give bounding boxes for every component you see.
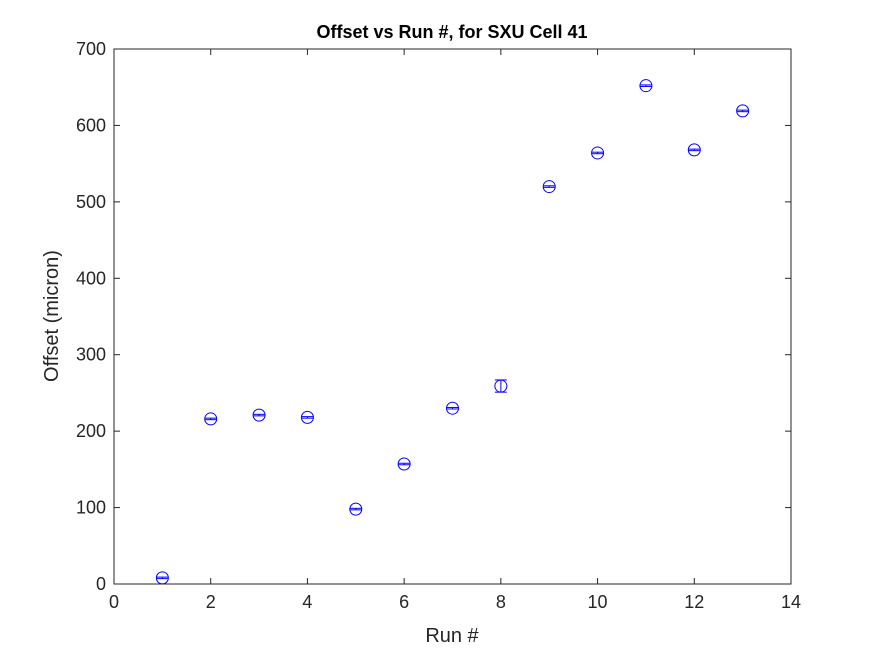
y-tick-label: 400	[76, 268, 106, 288]
y-tick-label: 600	[76, 115, 106, 135]
y-tick-label: 100	[76, 498, 106, 518]
point-marker	[204, 412, 218, 426]
point-marker	[155, 571, 169, 585]
point-marker	[300, 410, 314, 424]
x-tick-label: 2	[206, 592, 216, 612]
point-marker	[736, 104, 750, 118]
data-point	[204, 412, 218, 426]
point-marker	[542, 180, 556, 194]
data-point	[639, 79, 653, 93]
point-marker	[591, 146, 605, 160]
point-marker	[397, 457, 411, 471]
point-marker	[349, 502, 363, 516]
y-tick-label: 700	[76, 39, 106, 59]
data-point	[349, 502, 363, 516]
point-marker	[639, 79, 653, 93]
data-point	[300, 410, 314, 424]
point-marker	[446, 401, 459, 415]
data-point	[687, 143, 701, 157]
point-marker	[687, 143, 701, 157]
x-tick-label: 10	[588, 592, 608, 612]
x-tick-label: 12	[684, 592, 704, 612]
x-tick-label: 8	[496, 592, 506, 612]
x-tick-label: 0	[109, 592, 119, 612]
data-point	[494, 379, 508, 393]
x-axis-label: Run #	[425, 625, 479, 647]
chart-title: Offset vs Run #, for SXU Cell 41	[316, 22, 587, 42]
plot-area	[113, 48, 792, 585]
y-tick-label: 0	[96, 574, 106, 594]
data-point	[252, 408, 266, 422]
y-tick-label: 300	[76, 345, 106, 365]
y-tick-label: 200	[76, 421, 106, 441]
data-point	[446, 401, 459, 415]
point-marker	[252, 408, 266, 422]
data-point	[736, 104, 750, 118]
data-point	[155, 571, 169, 585]
data-point	[542, 180, 556, 194]
y-axis-label: Offset (micron)	[41, 250, 63, 382]
y-tick-label: 500	[76, 192, 106, 212]
point-marker	[494, 379, 508, 393]
x-tick-label: 6	[399, 592, 409, 612]
x-tick-label: 14	[781, 592, 801, 612]
data-point	[397, 457, 411, 471]
x-tick-label: 4	[302, 592, 312, 612]
data-point	[591, 146, 605, 160]
